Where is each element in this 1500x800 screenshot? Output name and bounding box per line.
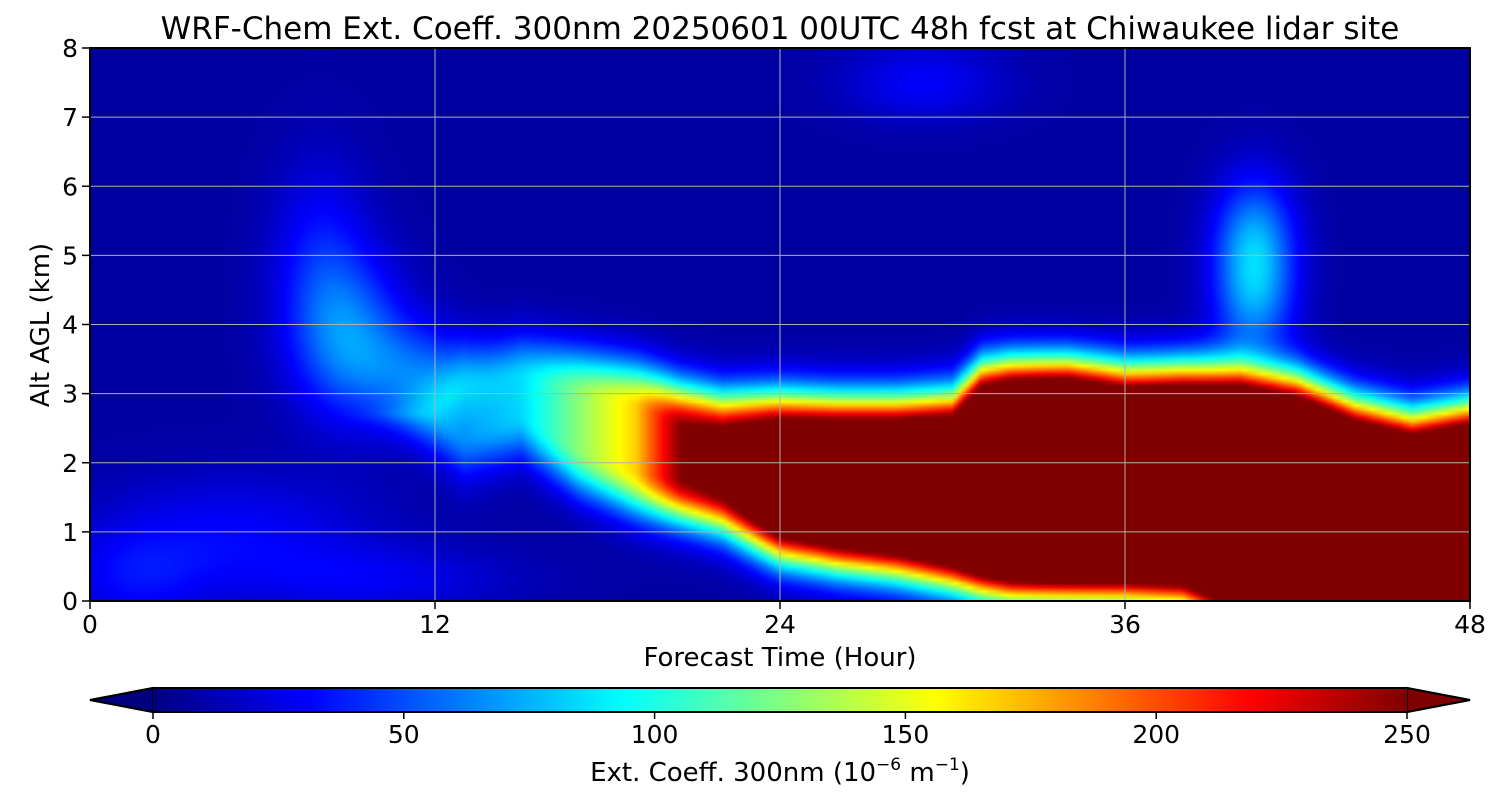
colorbar-tick-label: 0 [145,720,161,749]
x-tick-label: 0 [82,610,98,639]
y-axis: 0 1 2 3 4 5 6 7 8 [62,34,90,616]
y-tick-label: 3 [62,380,78,409]
colorbar-tick-label: 150 [882,720,930,749]
x-axis-label: Forecast Time (Hour) [643,643,916,673]
y-tick-label: 0 [62,587,78,616]
y-tick-label: 8 [62,34,78,63]
colorbar: 0 50 100 150 200 250 Ext. Coeff. 300nm (10−6 … [89,686,1471,788]
x-tick-label: 48 [1454,610,1486,639]
y-tick-label: 5 [62,241,78,270]
colorbar-tick-label: 200 [1132,720,1180,749]
x-tick-label: 36 [1109,610,1141,639]
colorbar-ticks: 0 50 100 150 200 250 [145,712,1431,749]
colorbar-extend-min [89,686,154,714]
y-tick-label: 1 [62,518,78,547]
y-tick-label: 4 [62,311,78,340]
y-tick-label: 6 [62,172,78,201]
x-tick-label: 24 [764,610,796,639]
chart-title: WRF-Chem Ext. Coeff. 300nm 20250601 00UT… [161,11,1400,47]
x-axis: 0 12 24 36 48 [82,601,1486,639]
colorbar-label: Ext. Coeff. 300nm (10−6 m−1) [590,755,970,788]
colorbar-extend-max [1406,686,1471,714]
colorbar-tick-label: 100 [631,720,679,749]
colorbar-tick-label: 50 [388,720,420,749]
colorbar-body [153,688,1407,712]
x-tick-label: 12 [419,610,451,639]
colorbar-tick-label: 250 [1383,720,1431,749]
y-tick-label: 2 [62,449,78,478]
y-axis-label: Alt AGL (km) [26,243,56,407]
grid-lines [90,48,1470,601]
y-tick-label: 7 [62,103,78,132]
